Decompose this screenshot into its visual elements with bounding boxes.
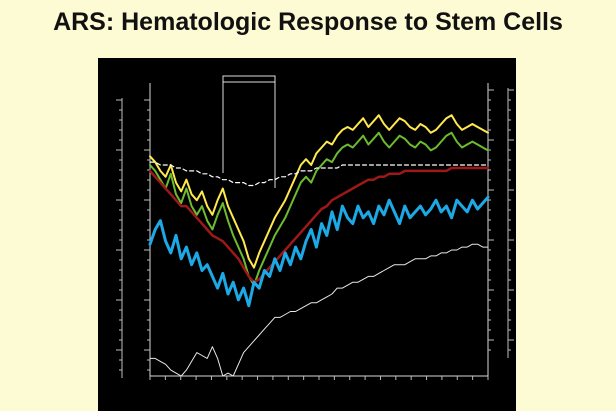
annotation-box <box>222 75 276 83</box>
chart-marks <box>148 114 490 377</box>
series-line-1 <box>149 131 489 287</box>
series-line-0 <box>149 114 489 269</box>
hematologic-chart <box>116 75 514 380</box>
series-line-3 <box>149 161 489 187</box>
slide-title: ARS: Hematologic Response to Stem Cells <box>53 8 563 36</box>
chart-frame <box>116 75 514 380</box>
series-line-4 <box>148 195 490 308</box>
series-line-5 <box>149 243 489 377</box>
chart-panel <box>98 58 516 411</box>
series-line-2 <box>148 166 490 284</box>
